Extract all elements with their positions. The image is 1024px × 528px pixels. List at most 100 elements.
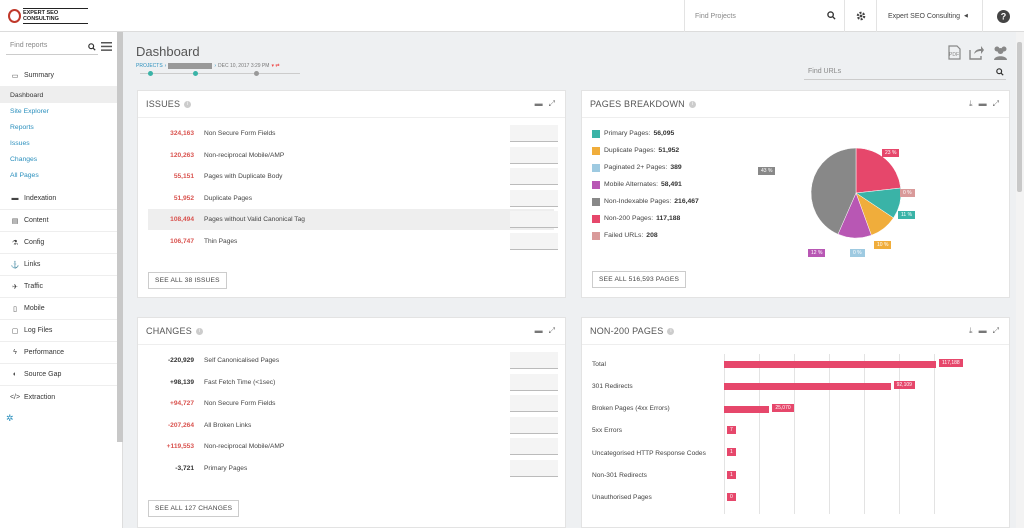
sidebar-item-changes[interactable]: Changes	[10, 155, 38, 163]
minimize-icon[interactable]: ▬	[978, 326, 987, 335]
sidebar-item-links[interactable]: ⚓ Links	[0, 254, 117, 276]
table-row[interactable]: 51,952 Duplicate Pages	[148, 188, 558, 209]
table-row[interactable]: 120,263 Non-reciprocal Mobile/AMP	[148, 145, 558, 166]
search-icon[interactable]	[88, 43, 96, 51]
page-scrollbar[interactable]	[1016, 32, 1024, 528]
sidebar-item-summary[interactable]: ▭ Summary	[0, 65, 117, 87]
sidebar-item-source-gap[interactable]: ◐ Source Gap	[0, 364, 117, 386]
settings-gear-icon[interactable]: ✲	[6, 413, 14, 423]
legend-item[interactable]: Failed URLs: 208	[592, 227, 658, 244]
table-row[interactable]: 106,747 Thin Pages	[148, 231, 558, 252]
settings-button[interactable]	[844, 0, 876, 32]
issues-title: ISSUES	[146, 99, 181, 109]
timeline-dot[interactable]	[193, 71, 198, 76]
info-icon[interactable]: i	[195, 327, 203, 335]
find-urls-input[interactable]: Find URLs	[804, 65, 1006, 80]
sidebar-item-extraction[interactable]: </> Extraction	[0, 386, 117, 408]
legend-label: Non-Indexable Pages:	[604, 198, 672, 205]
sidebar-item-dashboard[interactable]: Dashboard	[0, 87, 117, 103]
legend-item[interactable]: Duplicate Pages: 51,952	[592, 142, 679, 159]
see-all-issues-button[interactable]: SEE ALL 38 ISSUES	[148, 272, 227, 289]
pie-slice[interactable]	[810, 147, 857, 235]
expand-icon[interactable]: ⤢	[992, 99, 999, 108]
account-dropdown[interactable]: Expert SEO Consulting ◀	[876, 0, 982, 32]
pdf-icon[interactable]: PDF	[948, 45, 961, 60]
expand-icon[interactable]: ⤢	[992, 326, 999, 335]
sidebar-item-site-explorer[interactable]: Site Explorer	[10, 107, 49, 115]
sidebar-item-indexation[interactable]: ▬ Indexation	[0, 188, 117, 210]
table-row[interactable]: +119,553 Non-reciprocal Mobile/AMP	[148, 436, 558, 457]
expand-icon[interactable]: ⤢	[548, 326, 555, 335]
row-label: Thin Pages	[204, 237, 238, 245]
row-label: Non Secure Form Fields	[204, 130, 276, 137]
sidebar-item-performance[interactable]: ϟ Performance	[0, 342, 117, 364]
table-row[interactable]: -3,721 Primary Pages	[148, 458, 558, 479]
expand-icon[interactable]: ⤢	[548, 99, 555, 108]
legend-label: Non-200 Pages:	[604, 215, 654, 222]
row-label: Non-reciprocal Mobile/AMP	[204, 151, 285, 159]
minimize-icon[interactable]: ▬	[978, 99, 987, 108]
sidebar-item-label: Content	[24, 217, 49, 224]
timeline-dot[interactable]	[254, 71, 259, 76]
bar-label: Broken Pages (4xx Errors)	[592, 405, 670, 413]
compare-icon[interactable]: ▾ ⇄	[271, 63, 280, 69]
legend-item[interactable]: Non-200 Pages: 117,188	[592, 210, 680, 227]
bar[interactable]	[724, 383, 891, 391]
breadcrumb-crawl-date[interactable]: DEC 10, 2017 3:29 PM	[218, 63, 270, 69]
info-icon[interactable]: i	[667, 327, 675, 335]
table-row[interactable]: -220,929 Self Canonicalised Pages	[148, 350, 558, 371]
bar[interactable]	[724, 405, 770, 413]
page-scrollbar-thumb[interactable]	[1017, 42, 1022, 192]
download-icon[interactable]: ⤓	[969, 99, 973, 108]
breadcrumb-projects-link[interactable]: PROJECTS	[136, 63, 163, 69]
table-row[interactable]: 55,151 Pages with Duplicate Body	[148, 166, 558, 187]
legend-swatch	[592, 180, 600, 189]
table-row[interactable]: +98,139 Fast Fetch Time (<1sec)	[148, 372, 558, 393]
panel-controls: ▬ ⤢	[535, 326, 555, 336]
row-label: Duplicate Pages	[204, 194, 253, 202]
bar[interactable]	[724, 361, 936, 368]
info-icon[interactable]: i	[688, 100, 696, 108]
table-row[interactable]: -207,264 All Broken Links	[148, 415, 558, 436]
share-icon[interactable]	[969, 45, 984, 60]
users-icon[interactable]	[992, 45, 1009, 60]
timeline-track	[140, 73, 300, 74]
legend-label: Primary Pages:	[604, 130, 651, 137]
table-row[interactable]: +94,727 Non Secure Form Fields	[148, 393, 558, 414]
see-all-changes-button[interactable]: SEE ALL 127 CHANGES	[148, 500, 240, 517]
sidebar-item-label: Traffic	[24, 283, 44, 290]
find-reports-input[interactable]: Find reports	[6, 40, 98, 55]
timeline-dot[interactable]	[148, 71, 153, 76]
hamburger-menu-icon[interactable]	[101, 42, 112, 51]
legend-item[interactable]: Mobile Alternates: 58,491	[592, 176, 682, 193]
changes-panel: CHANGES i ▬ ⤢ -220,929 Self Canonicalised P…	[137, 317, 566, 528]
find-projects-input[interactable]: Find Projects	[684, 0, 844, 32]
sidebar-item-traffic[interactable]: ✈ Traffic	[0, 276, 117, 298]
help-button[interactable]: ?	[982, 0, 1024, 32]
sidebar-item-reports[interactable]: Reports	[10, 123, 34, 131]
search-icon[interactable]	[996, 68, 1004, 76]
logo[interactable]: EXPERT SEO CONSULTING	[8, 8, 88, 24]
pie-slice[interactable]	[855, 147, 901, 194]
sidebar-item-all-pages[interactable]: All Pages	[10, 171, 39, 179]
minimize-icon[interactable]: ▬	[534, 99, 543, 108]
sidebar-item-issues[interactable]: Issues	[10, 139, 30, 147]
sidebar-item-content[interactable]: ▤ Content	[0, 210, 117, 232]
changes-title: CHANGES	[146, 326, 192, 336]
see-all-pages-button[interactable]: SEE ALL 516,593 PAGES	[592, 271, 687, 288]
sidebar-item-mobile[interactable]: ▯ Mobile	[0, 298, 117, 320]
legend-item[interactable]: Primary Pages: 56,095	[592, 125, 674, 142]
legend-item[interactable]: Non-Indexable Pages: 216,467	[592, 193, 699, 210]
table-row[interactable]: 324,163 Non Secure Form Fields	[148, 123, 558, 144]
minimize-icon[interactable]: ▬	[534, 326, 543, 335]
breadcrumb-project-name[interactable]	[168, 63, 213, 69]
sidebar-item-log-files[interactable]: ▢ Log Files	[0, 320, 117, 342]
info-icon[interactable]: i	[184, 100, 192, 108]
sidebar-item-config[interactable]: ⚗ Config	[0, 232, 117, 254]
row-value: 324,163	[170, 130, 194, 137]
legend-item[interactable]: Paginated 2+ Pages: 389	[592, 159, 682, 176]
table-row[interactable]: 108,494 Pages without Valid Canonical Tag	[148, 209, 558, 230]
download-icon[interactable]: ⤓	[969, 326, 973, 335]
search-icon[interactable]	[827, 11, 836, 20]
sidebar-scrollbar[interactable]	[117, 32, 123, 442]
